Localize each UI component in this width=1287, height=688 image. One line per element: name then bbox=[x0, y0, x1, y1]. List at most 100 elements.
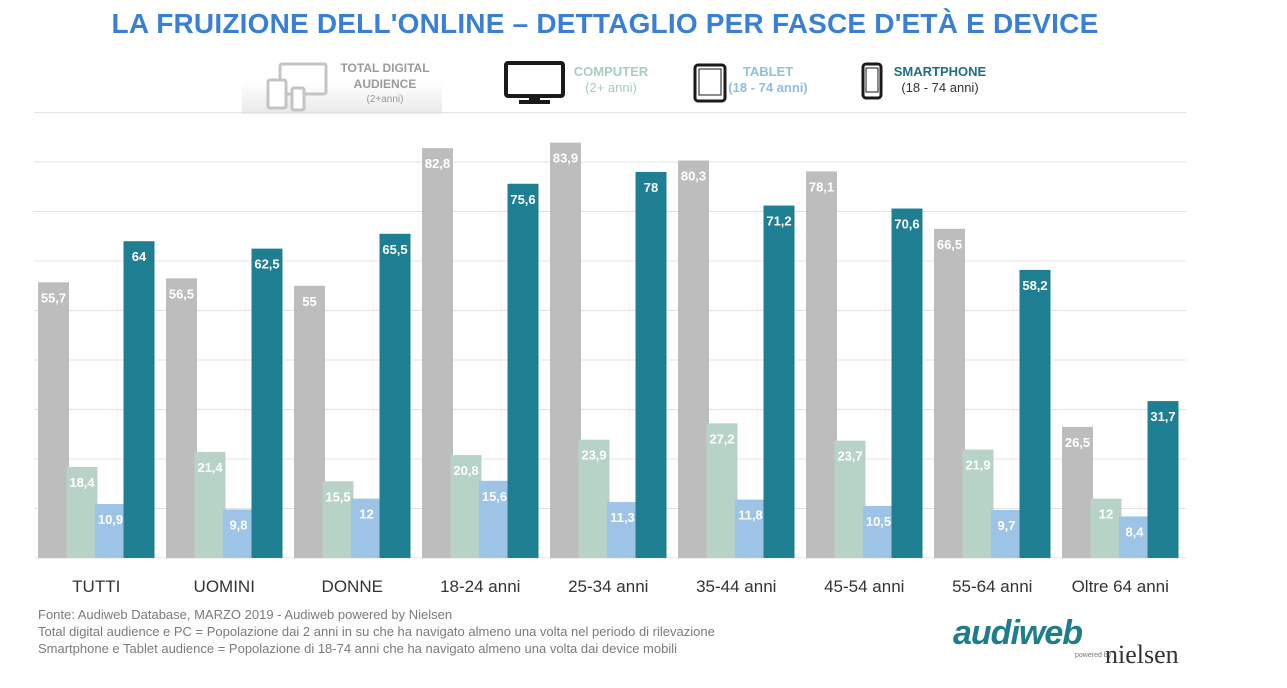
legend-tablet-line1: TABLET bbox=[742, 64, 794, 79]
bar-computer bbox=[194, 452, 226, 558]
category-label: 55-64 anni bbox=[952, 577, 1032, 596]
bar-tablet bbox=[991, 509, 1022, 558]
data-label: 65,5 bbox=[382, 242, 407, 257]
data-label: 23,9 bbox=[581, 448, 606, 463]
data-label: 55,7 bbox=[41, 290, 66, 305]
bar-smartphone bbox=[763, 205, 795, 558]
data-label: 12 bbox=[359, 507, 373, 522]
category-label: TUTTI bbox=[72, 577, 120, 596]
footer-source: Fonte: Audiweb Database, MARZO 2019 - Au… bbox=[38, 607, 453, 622]
data-label: 62,5 bbox=[254, 257, 279, 272]
bar-tablet bbox=[735, 499, 766, 558]
legend-computer-line2: (2+ anni) bbox=[585, 80, 637, 95]
data-label: 78 bbox=[644, 180, 658, 195]
legend-total-line3: (2+anni) bbox=[366, 94, 404, 105]
bar-total-digital-audience bbox=[934, 228, 965, 558]
bar-smartphone bbox=[379, 233, 411, 558]
data-label: 15,5 bbox=[325, 489, 350, 504]
bar-computer bbox=[66, 466, 98, 558]
data-label: 64 bbox=[132, 249, 147, 264]
bar-smartphone bbox=[1147, 401, 1179, 558]
legend-tablet-line2: (18 - 74 anni) bbox=[728, 80, 808, 95]
footer: Fonte: Audiweb Database, MARZO 2019 - Au… bbox=[38, 606, 715, 657]
bar-tablet bbox=[479, 480, 510, 558]
bar-smartphone bbox=[123, 241, 155, 558]
data-label: 10,9 bbox=[98, 512, 123, 527]
bar-tablet bbox=[863, 506, 894, 558]
data-label: 75,6 bbox=[510, 192, 535, 207]
footer-note-mobile: Smartphone e Tablet audience = Popolazio… bbox=[38, 641, 678, 656]
data-label: 23,7 bbox=[837, 449, 862, 464]
bar-total-digital-audience bbox=[38, 282, 69, 558]
data-label: 27,2 bbox=[709, 431, 734, 446]
data-label: 26,5 bbox=[1065, 435, 1090, 450]
bar-chart: 55,7 18,4 10,9 64 TUTTI 56,5 21,4 9,8 62,5 UOMINI… bbox=[34, 112, 1186, 596]
category-label: 35-44 anni bbox=[696, 577, 776, 596]
audiweb-nielsen-logo: audiweb powered by nielsen bbox=[953, 614, 1183, 674]
bar-total-digital-audience bbox=[1062, 426, 1093, 558]
data-label: 12 bbox=[1099, 507, 1113, 522]
data-label: 82,8 bbox=[425, 156, 450, 171]
logo-partner: nielsen bbox=[1105, 640, 1179, 669]
legend-total-line1: TOTAL DIGITAL bbox=[340, 61, 430, 75]
legend-total-line2: AUDIENCE bbox=[353, 77, 417, 91]
bar-computer bbox=[578, 439, 610, 558]
bar-smartphone bbox=[1019, 269, 1051, 558]
bar-total-digital-audience bbox=[550, 142, 581, 558]
data-label: 80,3 bbox=[681, 169, 706, 184]
bar-smartphone bbox=[507, 183, 539, 558]
bar-tablet bbox=[607, 502, 638, 558]
bar-total-digital-audience bbox=[294, 285, 325, 558]
logo-powered: powered by bbox=[1075, 652, 1112, 659]
data-label: 71,2 bbox=[766, 214, 791, 229]
bar-tablet bbox=[1119, 516, 1150, 558]
bar-computer bbox=[322, 481, 354, 558]
smartphone-icon bbox=[861, 62, 883, 100]
bar-smartphone bbox=[251, 248, 283, 558]
bar-tablet bbox=[223, 509, 254, 558]
bar-smartphone bbox=[635, 171, 667, 558]
footer-note-total: Total digital audience e PC = Popolazion… bbox=[38, 624, 715, 639]
data-label: 8,4 bbox=[1125, 524, 1144, 539]
multi-device-icon bbox=[266, 62, 328, 112]
category-label: DONNE bbox=[322, 577, 383, 596]
category-label: 18-24 anni bbox=[440, 577, 520, 596]
legend-smartphone-line1: SMARTPHONE bbox=[893, 64, 987, 79]
bar-total-digital-audience bbox=[678, 160, 709, 558]
data-label: 15,6 bbox=[482, 489, 507, 504]
data-label: 18,4 bbox=[69, 475, 95, 490]
data-label: 70,6 bbox=[894, 217, 919, 232]
data-label: 20,8 bbox=[453, 463, 478, 478]
data-label: 78,1 bbox=[809, 179, 834, 194]
data-label: 83,9 bbox=[553, 151, 578, 166]
bar-tablet bbox=[95, 504, 126, 558]
data-label: 56,5 bbox=[169, 286, 194, 301]
data-label: 21,9 bbox=[965, 458, 990, 473]
chart-title: LA FRUIZIONE DELL'ONLINE – DETTAGLIO PER… bbox=[111, 8, 1099, 39]
data-label: 21,4 bbox=[197, 460, 223, 475]
bar-computer bbox=[1090, 498, 1122, 558]
bar-tablet bbox=[351, 498, 382, 558]
data-label: 10,5 bbox=[866, 514, 891, 529]
legend-computer-line1: COMPUTER bbox=[573, 64, 649, 79]
data-label: 55 bbox=[302, 294, 316, 309]
category-label: UOMINI bbox=[194, 577, 255, 596]
data-label: 58,2 bbox=[1022, 278, 1047, 293]
category-label: 25-34 anni bbox=[568, 577, 648, 596]
data-label: 9,8 bbox=[229, 517, 247, 532]
bar-computer bbox=[706, 423, 738, 558]
computer-icon bbox=[504, 61, 565, 104]
bar-total-digital-audience bbox=[422, 148, 453, 558]
data-label: 11,3 bbox=[610, 510, 635, 525]
bar-computer bbox=[962, 449, 994, 558]
bar-total-digital-audience bbox=[806, 171, 837, 558]
bar-smartphone bbox=[891, 208, 923, 558]
data-label: 31,7 bbox=[1150, 409, 1175, 424]
legend-smartphone-line2: (18 - 74 anni) bbox=[901, 80, 979, 95]
tablet-icon bbox=[693, 63, 727, 103]
category-label: 45-54 anni bbox=[824, 577, 904, 596]
data-label: 11,8 bbox=[738, 508, 763, 523]
data-label: 9,7 bbox=[997, 518, 1015, 533]
bar-computer bbox=[450, 455, 482, 558]
data-label: 66,5 bbox=[937, 237, 962, 252]
